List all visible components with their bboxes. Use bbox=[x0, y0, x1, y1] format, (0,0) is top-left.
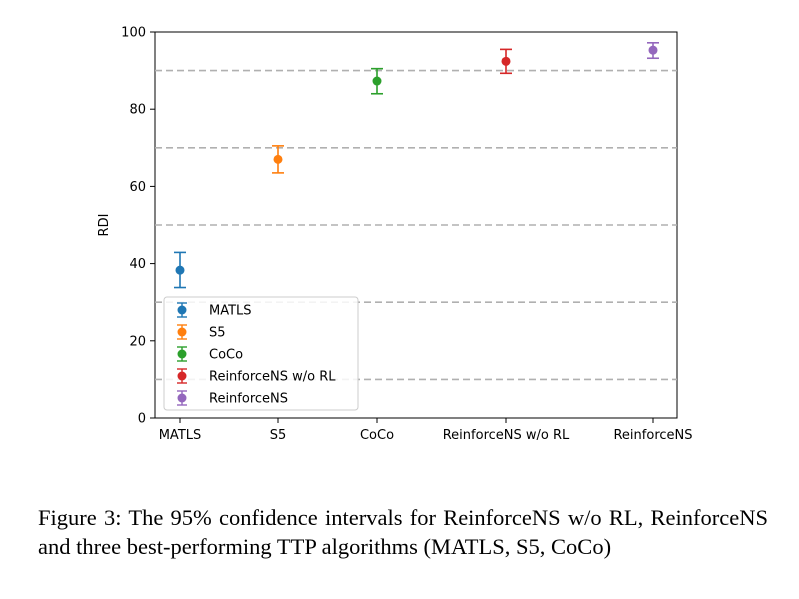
legend-marker bbox=[177, 393, 187, 403]
legend-label: S5 bbox=[209, 326, 226, 341]
legend-label: CoCo bbox=[209, 348, 243, 363]
data-point bbox=[372, 76, 382, 86]
x-tick-label: ReinforceNS w/o RL bbox=[443, 428, 570, 443]
x-tick-label: ReinforceNS bbox=[613, 428, 692, 443]
legend-entry: MATLS bbox=[177, 302, 252, 319]
data-point bbox=[648, 45, 658, 55]
y-tick-label: 0 bbox=[138, 412, 146, 427]
y-tick-label: 40 bbox=[129, 257, 146, 272]
legend-marker bbox=[177, 371, 187, 381]
legend-label: ReinforceNS bbox=[209, 392, 288, 407]
errorbar-reinforcens bbox=[647, 42, 659, 60]
legend-entry: ReinforceNS w/o RL bbox=[177, 368, 336, 385]
error-bars bbox=[174, 42, 659, 289]
data-point bbox=[501, 56, 511, 66]
x-tick-label: S5 bbox=[270, 428, 287, 443]
legend-marker bbox=[177, 305, 187, 315]
legend-marker bbox=[177, 349, 187, 359]
y-tick-label: 100 bbox=[121, 26, 146, 41]
x-tick-label: CoCo bbox=[360, 428, 394, 443]
errorbar-chart: 0 20 40 60 80 100 MATLS S5 CoCo ReinforceNS w/o … bbox=[97, 26, 693, 444]
legend-box bbox=[163, 296, 359, 411]
legend-entry: CoCo bbox=[177, 346, 243, 363]
y-axis-label: RDI bbox=[97, 214, 112, 237]
legend-marker bbox=[177, 327, 187, 337]
legend-entry: ReinforceNS bbox=[177, 390, 288, 407]
errorbar-matls bbox=[174, 251, 186, 289]
data-point bbox=[273, 154, 283, 164]
figure-caption: Figure 3: The 95% confidence intervals f… bbox=[38, 505, 768, 559]
y-tick-label: 80 bbox=[129, 103, 146, 118]
x-axis-ticks: MATLS S5 CoCo ReinforceNS w/o RL ReinforceNS bbox=[159, 418, 693, 443]
legend: MATLS S5 CoCo ReinforceNS w/o RL ReinforceNS bbox=[163, 296, 359, 411]
errorbar-reinforcens-w-o-rl bbox=[500, 48, 512, 75]
errorbar-coco bbox=[371, 67, 383, 95]
y-tick-label: 20 bbox=[129, 334, 146, 349]
y-axis-ticks: 0 20 40 60 80 100 bbox=[121, 26, 155, 427]
legend-label: MATLS bbox=[209, 304, 252, 319]
x-tick-label: MATLS bbox=[159, 428, 202, 443]
dashed-reference-lines bbox=[155, 69, 677, 381]
data-point bbox=[175, 265, 185, 275]
legend-entry: S5 bbox=[177, 324, 226, 341]
y-tick-label: 60 bbox=[129, 180, 146, 195]
legend-label: ReinforceNS w/o RL bbox=[209, 370, 336, 385]
errorbar-s5 bbox=[272, 145, 284, 174]
